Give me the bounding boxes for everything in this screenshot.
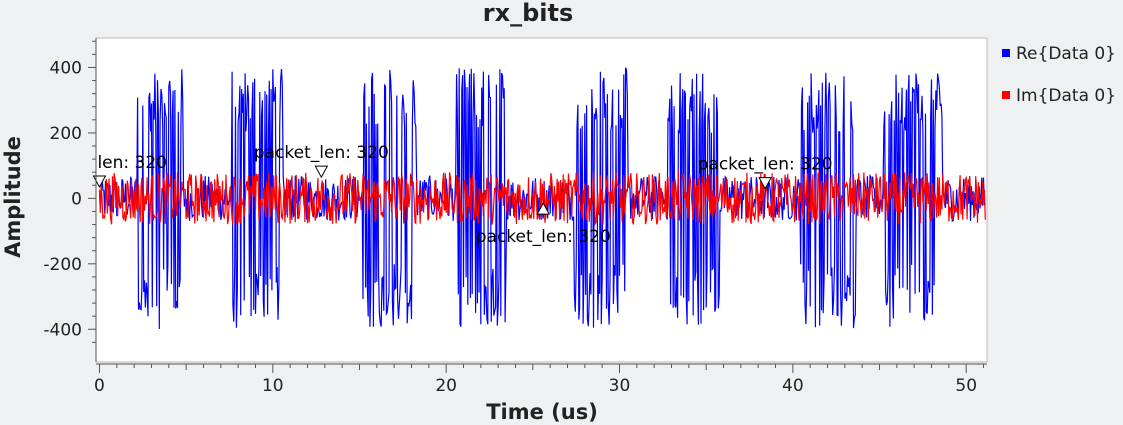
y-tick-label: -200 <box>43 255 82 275</box>
x-axis-title: Time (us) <box>486 400 598 424</box>
tag-label: packet_len: 320 <box>476 227 611 247</box>
legend[interactable]: Re{Data 0} Im{Data 0} <box>1002 44 1116 106</box>
y-tick-label: -400 <box>43 320 82 340</box>
tag-marker <box>314 165 329 179</box>
tag-label: packet_len: 320 <box>698 155 833 175</box>
axes-layer: 0 10 20 30 40 50 -400 -200 0 200 400 <box>43 38 987 396</box>
x-tick-label: 40 <box>782 376 804 396</box>
x-tick-label: 20 <box>435 376 457 396</box>
x-tick-label: 30 <box>609 376 631 396</box>
chart-title: rx_bits <box>483 0 573 27</box>
legend-item-re[interactable]: Re{Data 0} <box>1002 44 1116 64</box>
tag-marker <box>536 202 551 215</box>
x-tick-label: 10 <box>262 376 284 396</box>
legend-label-re: Re{Data 0} <box>1016 44 1116 64</box>
legend-label-im: Im{Data 0} <box>1016 86 1116 106</box>
x-tick-label: 0 <box>94 376 105 396</box>
tag-label: len: 320 <box>97 153 167 173</box>
annotation-layer: len: 320 packet_len: 320 packet_len: 320 pa… <box>92 143 833 247</box>
series-line-im <box>98 170 986 227</box>
x-tick-label: 50 <box>955 376 977 396</box>
legend-item-im[interactable]: Im{Data 0} <box>1002 86 1116 106</box>
tag-marker <box>758 177 772 190</box>
legend-swatch-im <box>1002 91 1010 99</box>
y-tick-label: 400 <box>50 58 82 78</box>
tag-label: packet_len: 320 <box>254 143 389 163</box>
y-tick-label: 200 <box>50 124 82 144</box>
y-axis-title: Amplitude <box>1 136 25 258</box>
y-tick-label: 0 <box>71 189 82 209</box>
legend-swatch-re <box>1002 49 1010 57</box>
